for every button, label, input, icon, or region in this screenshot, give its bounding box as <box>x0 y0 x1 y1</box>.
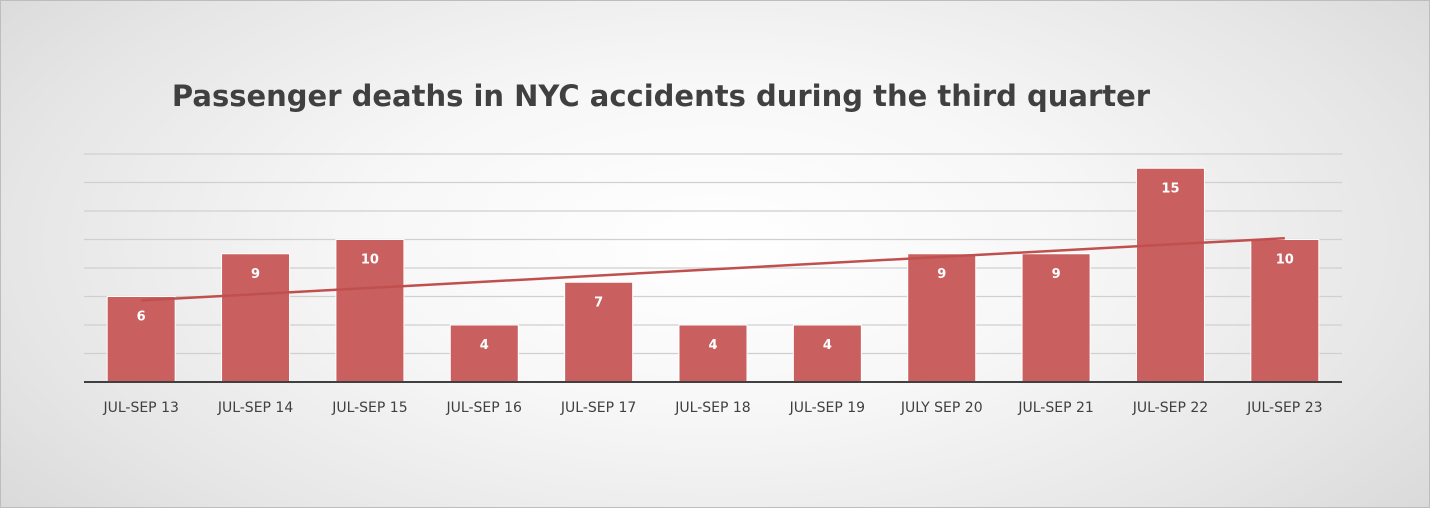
data-label: 9 <box>937 267 946 282</box>
x-tick-labels: JUL-SEP 13 JUL-SEP 14 JUL-SEP 15 JUL-SEP 16… <box>102 400 1322 416</box>
trendline-group <box>141 236 1285 302</box>
data-label: 9 <box>251 267 260 282</box>
data-label: 4 <box>708 338 717 353</box>
bars <box>106 167 1320 383</box>
bar <box>678 324 748 383</box>
x-tick-label: JUL-SEP 17 <box>560 400 636 416</box>
x-tick-label: JUL-SEP 23 <box>1246 400 1322 416</box>
data-label: 10 <box>361 253 379 268</box>
data-label: 15 <box>1161 181 1179 196</box>
bar <box>106 296 176 383</box>
bar <box>449 324 519 383</box>
x-tick-label: JUL-SEP 13 <box>102 400 178 416</box>
bar <box>1135 167 1205 383</box>
gridlines <box>84 153 1342 355</box>
bar <box>907 253 977 383</box>
x-tick-label: JUL-SEP 16 <box>446 400 523 416</box>
bar <box>1250 239 1320 383</box>
data-label: 10 <box>1276 253 1294 268</box>
data-label: 4 <box>823 338 832 353</box>
bar <box>564 281 634 383</box>
x-tick-label: JUL-SEP 15 <box>331 400 407 416</box>
data-label: 6 <box>137 310 146 325</box>
x-tick-label: JUL-SEP 19 <box>789 400 865 416</box>
data-label: 9 <box>1052 267 1061 282</box>
bar <box>335 239 405 383</box>
chart-title: Passenger deaths in NYC accidents during… <box>172 79 1151 113</box>
data-label: 7 <box>594 295 603 310</box>
x-tick-label: JUL-SEP 14 <box>217 400 294 416</box>
bar <box>792 324 862 383</box>
x-tick-label: JUL-SEP 18 <box>674 400 750 416</box>
x-tick-label: JULY SEP 20 <box>900 400 983 416</box>
x-tick-label: JUL-SEP 21 <box>1017 400 1093 416</box>
trendline <box>141 236 1285 302</box>
bar <box>221 253 291 383</box>
data-labels: 6 9 10 4 7 4 4 9 9 15 10 <box>137 181 1294 353</box>
data-label: 4 <box>480 338 489 353</box>
x-tick-label: JUL-SEP 22 <box>1132 400 1208 416</box>
